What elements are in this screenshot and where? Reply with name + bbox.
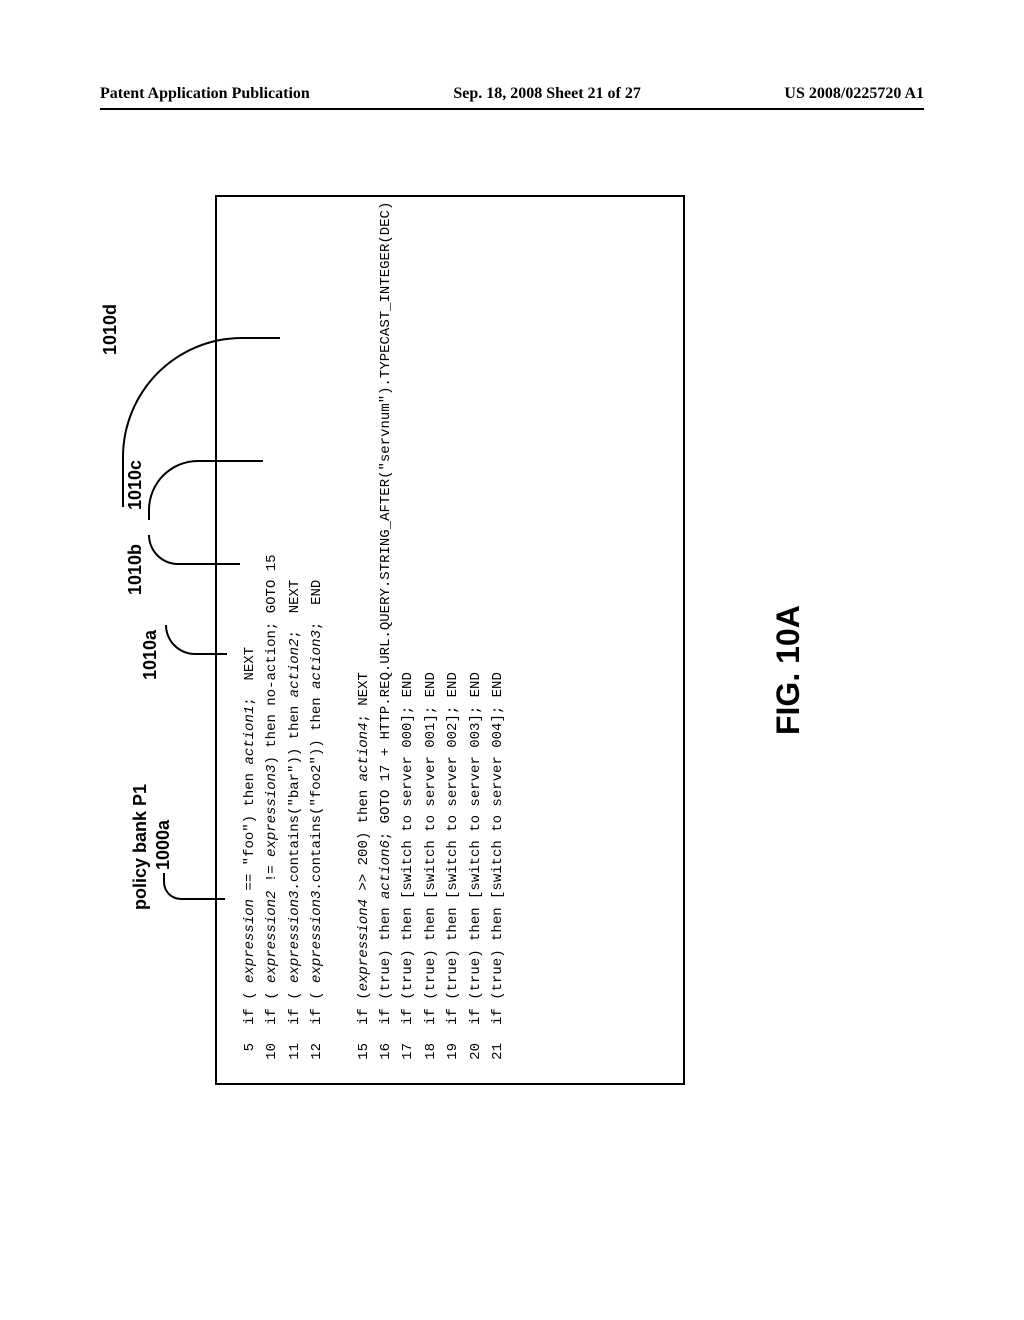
callout-1010d: 1010d bbox=[100, 304, 121, 355]
code-gap bbox=[329, 207, 353, 1073]
callout-1010b: 1010b bbox=[125, 544, 146, 595]
header-pub-number: US 2008/0225720 A1 bbox=[784, 85, 924, 103]
header-date-sheet: Sep. 18, 2008 Sheet 21 of 27 bbox=[453, 85, 641, 103]
code-line-15: 15if (expression4 >> 200) then action4; … bbox=[353, 207, 375, 1073]
code-line-17: 17if (true) then [switch to server 000];… bbox=[397, 207, 419, 1073]
code-line-21: 21if (true) then [switch to server 004];… bbox=[487, 207, 509, 1073]
code-line-11: 11if ( expression3.contains("bar")) then… bbox=[284, 207, 306, 1073]
figure-rotated: policy bank P1 1000a 1010a 1010b 1010c 1… bbox=[100, 165, 924, 1125]
code-line-20: 20if (true) then [switch to server 003];… bbox=[465, 207, 487, 1073]
ref-1000a: 1000a bbox=[153, 820, 174, 870]
code-line-18: 18if (true) then [switch to server 001];… bbox=[420, 207, 442, 1073]
code-line-19: 19if (true) then [switch to server 002];… bbox=[442, 207, 464, 1073]
code-line-10: 10if ( expression2 != expression3) then … bbox=[261, 207, 283, 1073]
code-line-12: 12if ( expression3.contains("foo2")) the… bbox=[306, 207, 328, 1073]
figure-caption: FIG. 10A bbox=[770, 605, 807, 735]
callout-1010a: 1010a bbox=[140, 630, 161, 680]
policy-bank-label: policy bank P1 bbox=[130, 784, 151, 910]
page-header: Patent Application Publication Sep. 18, … bbox=[0, 85, 1024, 103]
code-listing-box: 5if ( expression == "foo") then action1;… bbox=[215, 195, 685, 1085]
figure-container: policy bank P1 1000a 1010a 1010b 1010c 1… bbox=[100, 165, 924, 1125]
header-publication: Patent Application Publication bbox=[100, 85, 310, 103]
code-line-5: 5if ( expression == "foo") then action1;… bbox=[239, 207, 261, 1073]
header-divider bbox=[100, 108, 924, 110]
code-line-16: 16if (true) then action6; GOTO 17 + HTTP… bbox=[375, 207, 397, 1073]
